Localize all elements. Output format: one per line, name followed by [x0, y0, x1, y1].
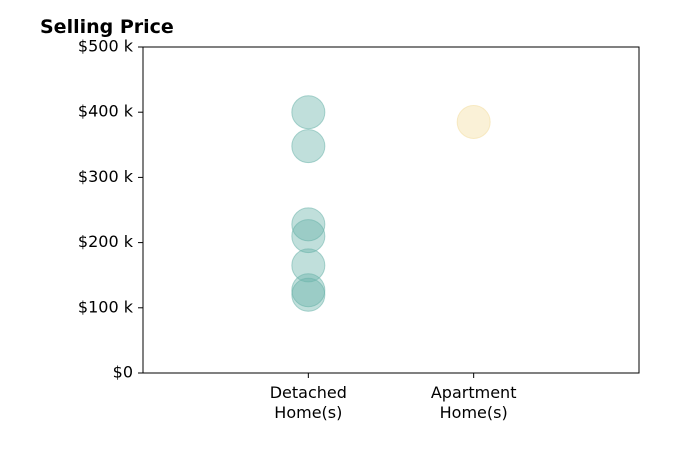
data-point: [291, 277, 326, 312]
x-tick-label: Detached Home(s): [270, 383, 347, 422]
data-point: [291, 273, 326, 308]
x-tick-label: Apartment Home(s): [431, 383, 517, 422]
y-tick-label: $100 k: [78, 297, 134, 316]
data-point: [291, 207, 326, 242]
y-axis: $0 $100 k $200 k $300 k $400 k $500 k: [78, 37, 143, 382]
data-point: [291, 95, 326, 130]
y-tick-label: $300 k: [78, 167, 134, 186]
plot-frame: [142, 46, 640, 374]
y-tick-label: $400 k: [78, 102, 134, 121]
y-tick-label: $0: [113, 363, 133, 382]
chart-title: Selling Price: [40, 16, 174, 38]
y-tick-label: $500 k: [78, 37, 134, 56]
y-tick-label: $200 k: [78, 232, 134, 251]
data-point: [291, 248, 326, 283]
data-points: [291, 95, 491, 312]
data-point: [291, 129, 326, 164]
data-point: [291, 219, 326, 254]
data-point: [456, 104, 491, 139]
x-axis: Detached Home(s) Apartment Home(s): [270, 373, 517, 422]
